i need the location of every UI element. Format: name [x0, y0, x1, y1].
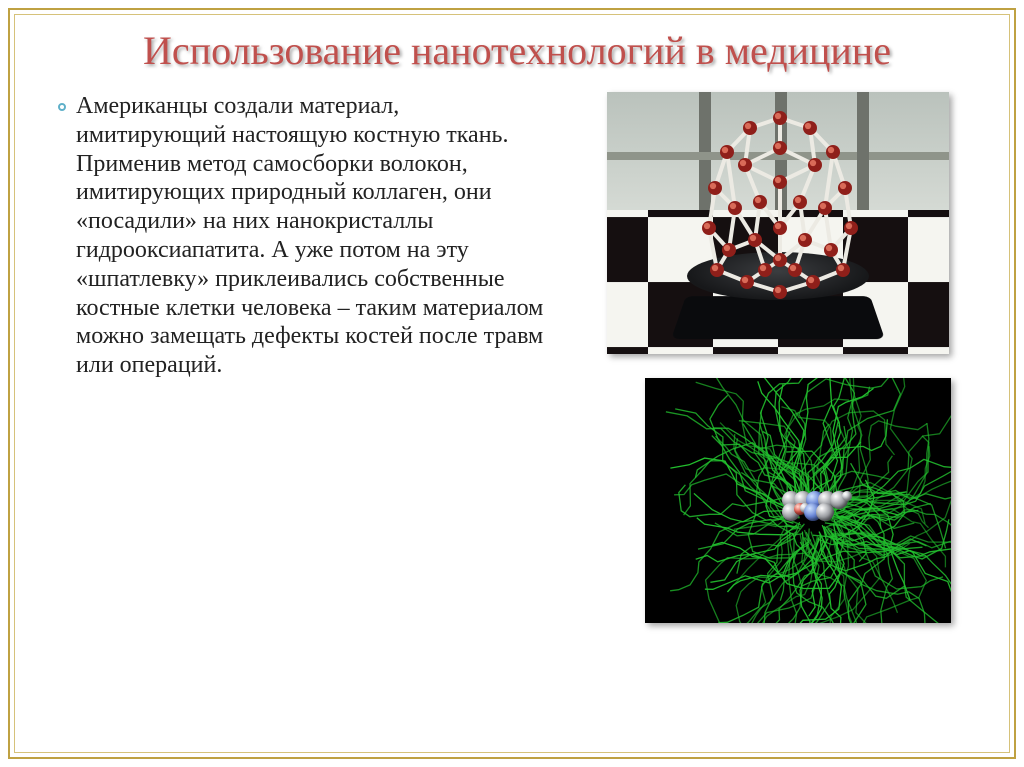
pedestal-base: [671, 296, 885, 339]
bullet-icon: [58, 103, 66, 111]
atom-cluster: [785, 494, 855, 518]
content-row: Американцы создали материал, имитирующий…: [50, 92, 984, 623]
text-column: Американцы создали материал, имитирующий…: [58, 92, 548, 623]
image-column: [572, 92, 984, 623]
slide: Использование нанотехнологий в медицине …: [0, 0, 1024, 767]
body-text: Американцы создали материал, имитирующий…: [76, 92, 548, 380]
slide-title: Использование нанотехнологий в медицине: [67, 28, 967, 74]
molecule-simulation: [645, 378, 951, 623]
bullet-item: Американцы создали материал, имитирующий…: [58, 92, 548, 380]
fullerene-structure: [685, 110, 875, 300]
fullerene-model-photo: [607, 92, 949, 354]
atom-small: [842, 491, 852, 501]
atom-gray: [816, 503, 834, 521]
